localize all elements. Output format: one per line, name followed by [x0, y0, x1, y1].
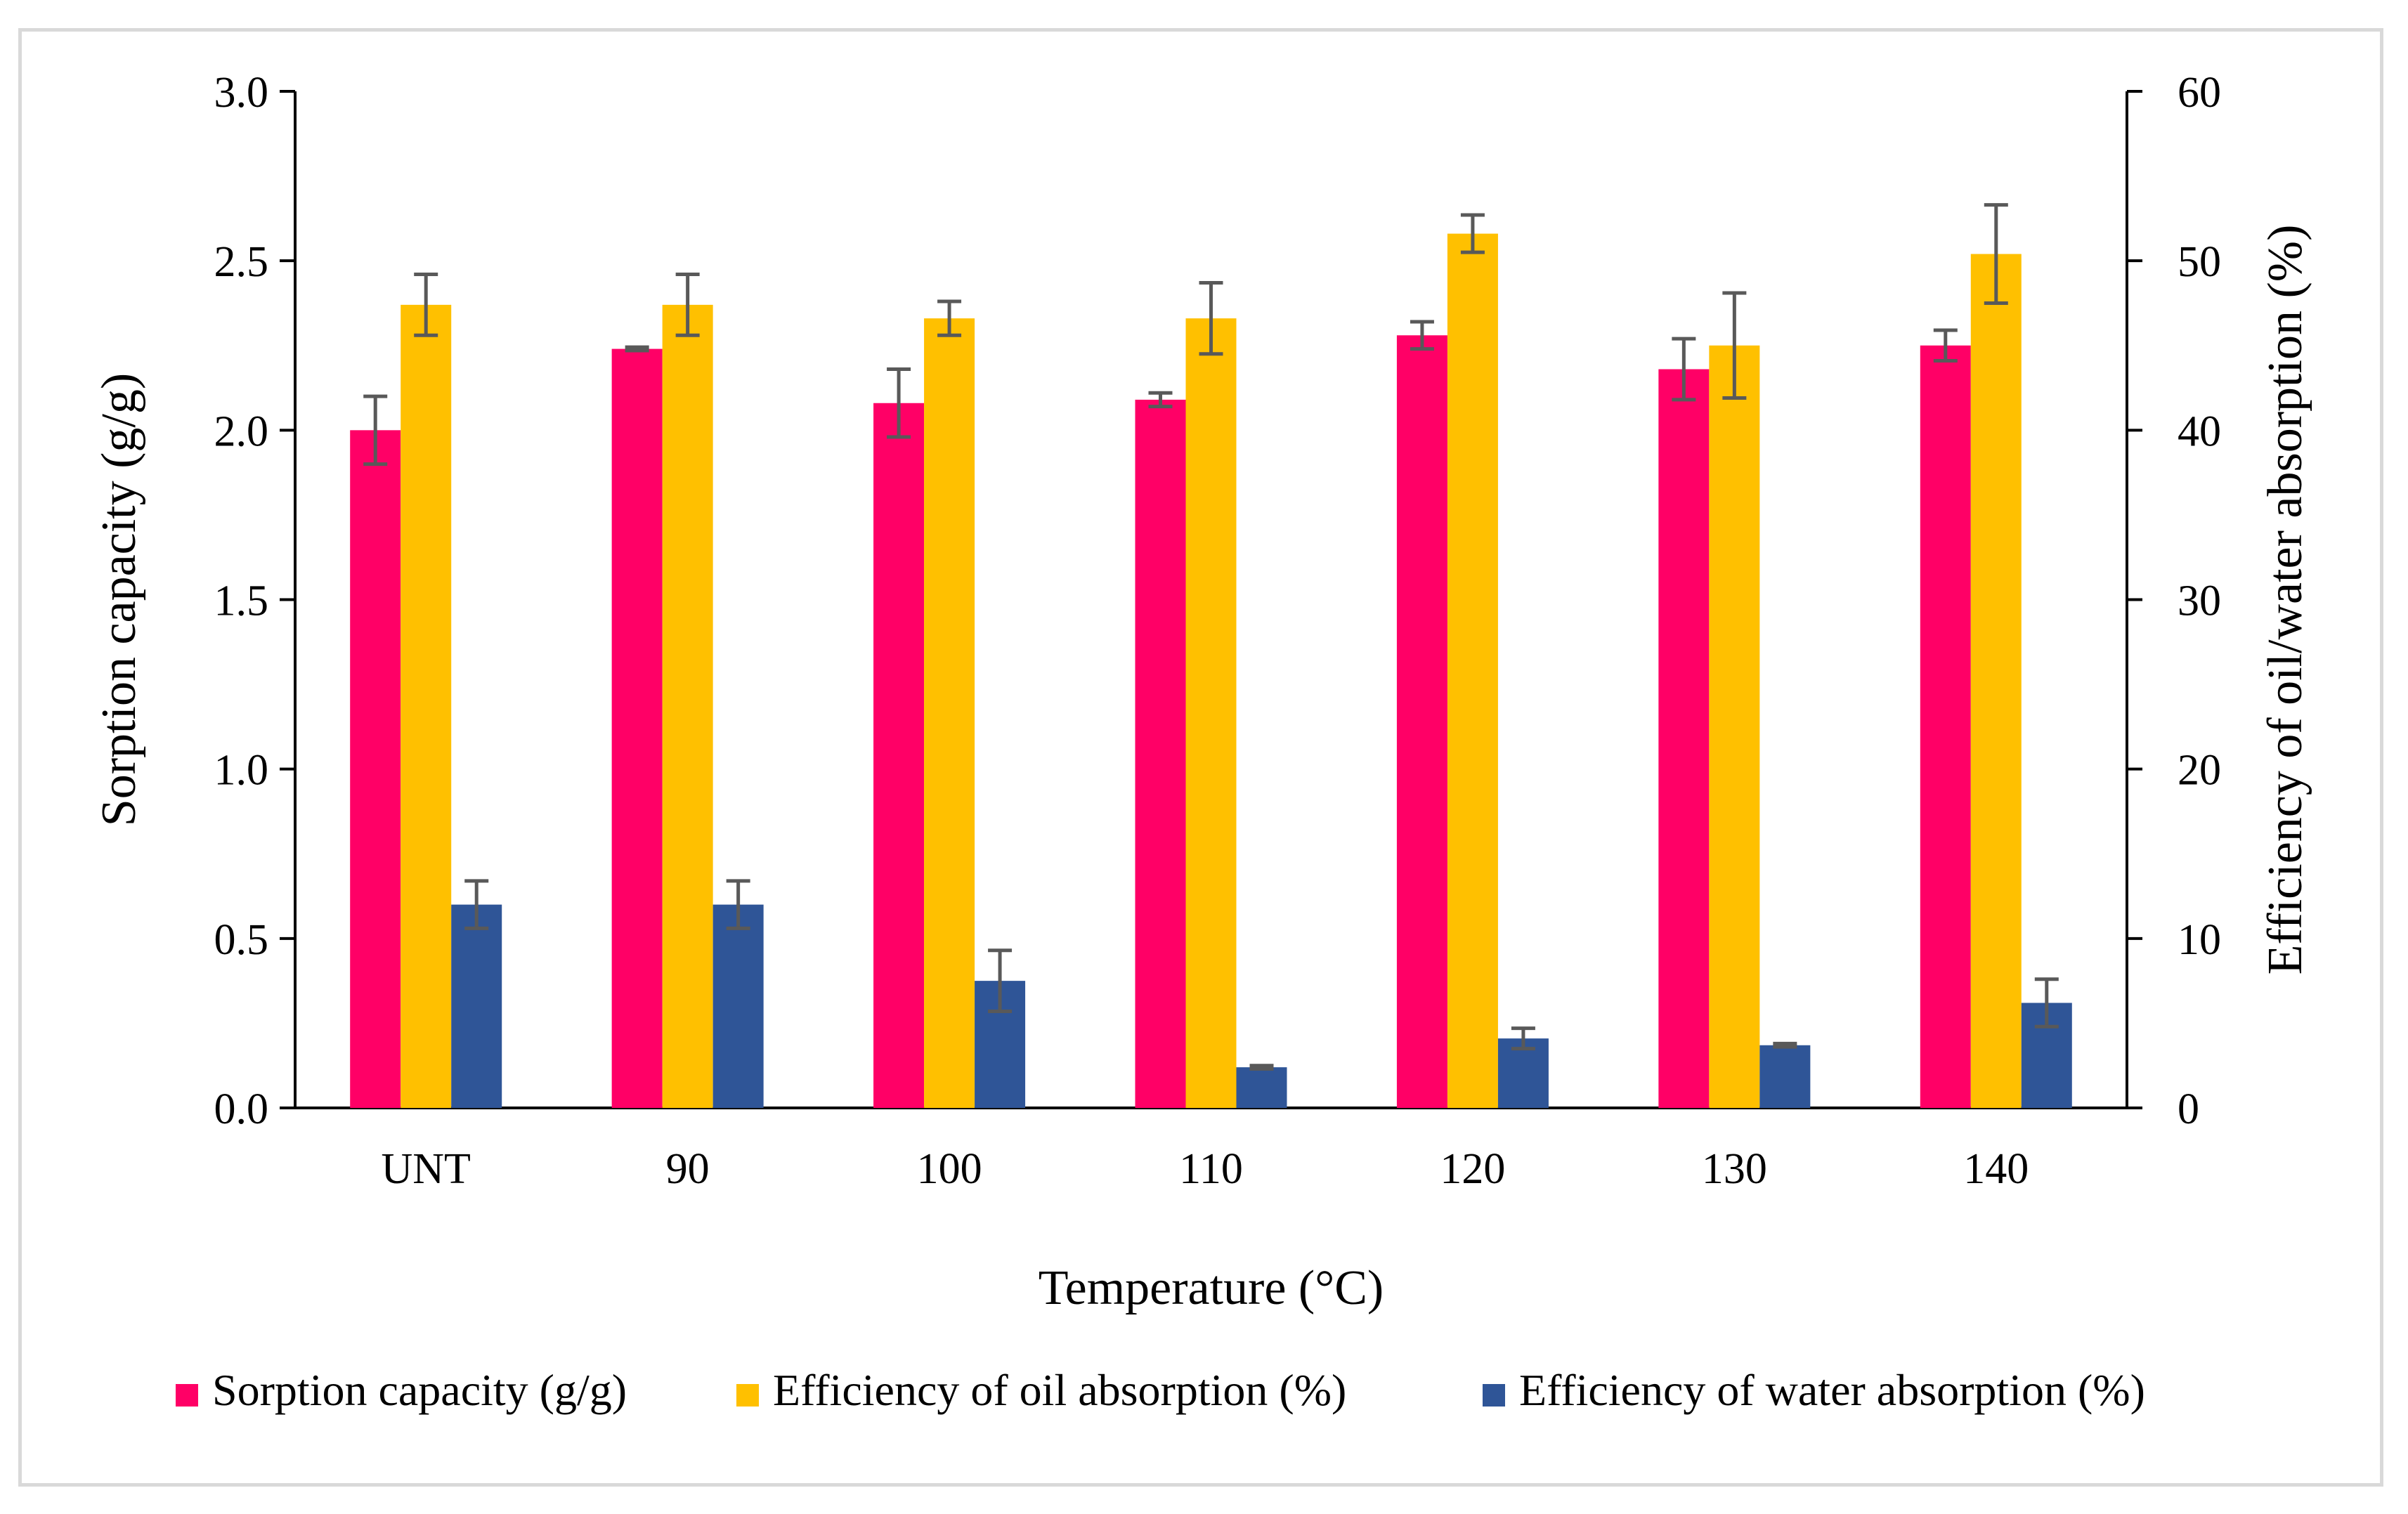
bar-oil-100 [924, 318, 975, 1108]
x-tick-label: 130 [1702, 1145, 1767, 1193]
legend-swatch-sorption [176, 1384, 198, 1407]
bar-sorption-90 [611, 348, 663, 1108]
y-tick-label: 2.5 [214, 238, 269, 286]
y-tick-label: 0.5 [214, 916, 269, 964]
bar-oil-140 [1970, 254, 2022, 1108]
legend-label-oil: Efficiency of oil absorption (%) [773, 1365, 1346, 1415]
x-tick-label: 90 [666, 1145, 710, 1193]
legend-swatch-water [1483, 1384, 1505, 1407]
y-tick-label: 3.0 [214, 69, 269, 117]
y-tick-label: 0.0 [214, 1085, 269, 1133]
x-axis-title: Temperature (°C) [1039, 1261, 1384, 1315]
x-tick-label: 110 [1179, 1145, 1243, 1193]
legend: Sorption capacity (g/g) Efficiency of oi… [176, 1365, 2145, 1415]
y2-tick-label: 10 [2178, 916, 2221, 964]
bar-water-110 [1236, 1067, 1287, 1108]
y2-axis-title: Efficiency of oil/water absorption (%) [2258, 225, 2312, 975]
bar-water-UNT [451, 904, 502, 1108]
legend-swatch-oil [736, 1384, 759, 1407]
bar-oil-110 [1185, 318, 1237, 1108]
bar-sorption-UNT [350, 430, 401, 1108]
y2-tick-label: 60 [2178, 69, 2221, 117]
bar-water-90 [712, 904, 764, 1108]
y-axis-title: Sorption capacity (g/g) [92, 373, 146, 826]
bar-sorption-110 [1135, 399, 1186, 1108]
y2-tick-label: 40 [2178, 407, 2221, 455]
x-tick-label: 100 [917, 1145, 982, 1193]
plot-area: 0.0 0.5 1.0 1.5 2.0 2.5 3.0 0 10 20 30 40 50 60 UNT 90 1… [214, 69, 2222, 1193]
bar-oil-90 [662, 304, 713, 1108]
y2-tick-label: 20 [2178, 747, 2221, 795]
bar-water-130 [1759, 1045, 1811, 1108]
y2-tick-label: 50 [2178, 238, 2221, 286]
y-tick-label: 1.5 [214, 577, 269, 625]
x-tick-label: UNT [382, 1145, 471, 1193]
legend-label-water: Efficiency of water absorption (%) [1519, 1365, 2145, 1415]
bar-oil-120 [1447, 233, 1498, 1109]
bar-sorption-140 [1920, 345, 1971, 1108]
bar-sorption-130 [1658, 369, 1710, 1108]
bar-oil-130 [1709, 345, 1760, 1108]
legend-label-sorption: Sorption capacity (g/g) [212, 1365, 627, 1415]
y2-tick-label: 30 [2178, 577, 2221, 625]
x-tick-label: 140 [1963, 1145, 2029, 1193]
bar-sorption-100 [873, 403, 925, 1108]
y-tick-label: 2.0 [214, 407, 269, 455]
y-tick-label: 1.0 [214, 747, 269, 795]
x-tick-label: 120 [1440, 1145, 1505, 1193]
y2-tick-label: 0 [2178, 1085, 2199, 1133]
bar-sorption-120 [1396, 335, 1447, 1108]
bar-oil-UNT [401, 304, 452, 1108]
